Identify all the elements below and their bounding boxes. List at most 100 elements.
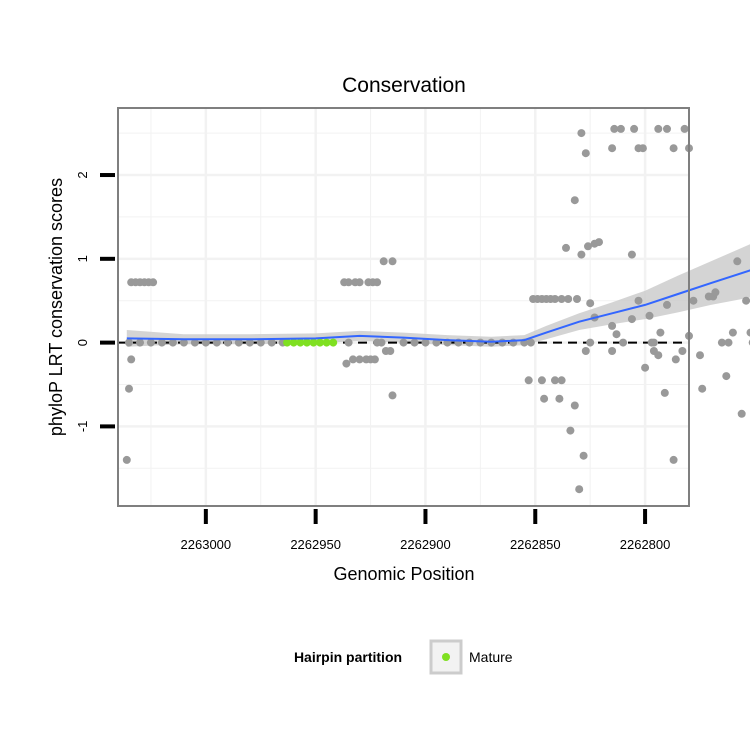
data-point [638, 144, 647, 153]
data-point [125, 384, 133, 393]
data-point [557, 376, 566, 385]
data-point [581, 149, 590, 158]
legend-mature-dot [442, 653, 450, 661]
y-axis-ticks: -1 0 1 2 [75, 171, 115, 432]
data-point [654, 351, 663, 360]
data-point [663, 300, 671, 309]
data-point [421, 338, 430, 347]
data-point-mature [316, 338, 324, 347]
data-point [746, 328, 750, 337]
data-point [127, 355, 136, 364]
data-point [344, 278, 353, 287]
data-point [696, 351, 704, 360]
data-point-mature [296, 338, 305, 347]
data-point [179, 338, 188, 347]
data-point [570, 196, 579, 205]
data-point [612, 330, 621, 339]
data-point [551, 295, 559, 303]
data-point [551, 376, 559, 385]
legend-key-box [429, 639, 463, 675]
data-point [344, 338, 353, 347]
data-point [649, 338, 658, 347]
x-tick-label: 2262800 [620, 537, 671, 552]
data-point [355, 278, 364, 287]
data-point [717, 338, 726, 347]
data-point [555, 394, 564, 403]
legend-title: Hairpin partition [294, 649, 402, 665]
y-tick-label: 1 [75, 255, 90, 262]
data-point [373, 278, 382, 287]
data-point [680, 124, 689, 133]
x-tick-label: 2262900 [400, 537, 451, 552]
data-point [654, 124, 663, 133]
legend-label-mature: Mature [469, 649, 513, 665]
data-point [234, 338, 243, 347]
data-point [689, 296, 698, 305]
data-point [678, 347, 687, 355]
data-point [267, 338, 276, 347]
data-point [540, 394, 549, 403]
data-points [122, 124, 750, 494]
data-point [149, 278, 158, 287]
data-point [634, 296, 643, 305]
data-point-mature [283, 338, 292, 347]
data-point [570, 401, 579, 410]
data-point [190, 338, 199, 347]
data-point [379, 257, 388, 266]
data-point [575, 485, 584, 494]
chart-title: Conservation [342, 74, 466, 97]
x-axis-ticks: 2263000 2262950 2262900 2262850 2262800 [181, 509, 671, 552]
data-point [564, 295, 573, 303]
data-point [728, 328, 737, 337]
x-axis-label: Genomic Position [333, 564, 474, 584]
data-point [146, 338, 155, 347]
data-point [212, 338, 221, 347]
plot-panel-border [117, 107, 690, 507]
data-point [256, 338, 265, 347]
data-point [410, 338, 419, 347]
data-point [584, 242, 592, 251]
data-point [698, 384, 707, 393]
data-point [656, 328, 665, 337]
data-point [663, 124, 671, 133]
data-point [586, 338, 595, 347]
data-point-mature [322, 338, 331, 347]
data-point [562, 243, 570, 252]
data-point [245, 338, 254, 347]
data-point [573, 295, 581, 303]
data-point [566, 426, 575, 435]
data-point [377, 338, 386, 347]
data-point [669, 144, 678, 153]
data-point [619, 338, 628, 347]
data-point-mature [289, 338, 298, 347]
data-point [711, 288, 720, 297]
data-point [388, 257, 397, 266]
y-axis-label: phyloP LRT conservation scores [46, 178, 66, 436]
x-tick-label: 2262850 [510, 537, 561, 552]
data-point [201, 338, 210, 347]
data-point [581, 347, 590, 355]
data-point [136, 338, 144, 347]
data-point [627, 250, 636, 259]
data-point [577, 129, 586, 138]
x-tick-label: 2263000 [181, 537, 232, 552]
data-point [355, 355, 364, 364]
data-point [342, 359, 351, 368]
data-point [168, 338, 177, 347]
data-point [630, 124, 639, 133]
data-point [386, 347, 395, 355]
data-point [608, 321, 617, 330]
data-point [370, 355, 379, 364]
y-tick-label: -1 [75, 421, 90, 433]
data-point [349, 355, 357, 364]
data-point [498, 338, 507, 347]
data-point [608, 144, 617, 153]
data-point [537, 376, 546, 385]
data-point [557, 295, 566, 303]
data-point [388, 391, 397, 400]
data-point [432, 338, 441, 347]
smooth-line [126, 269, 750, 343]
data-point [608, 347, 617, 355]
data-point [742, 296, 750, 305]
